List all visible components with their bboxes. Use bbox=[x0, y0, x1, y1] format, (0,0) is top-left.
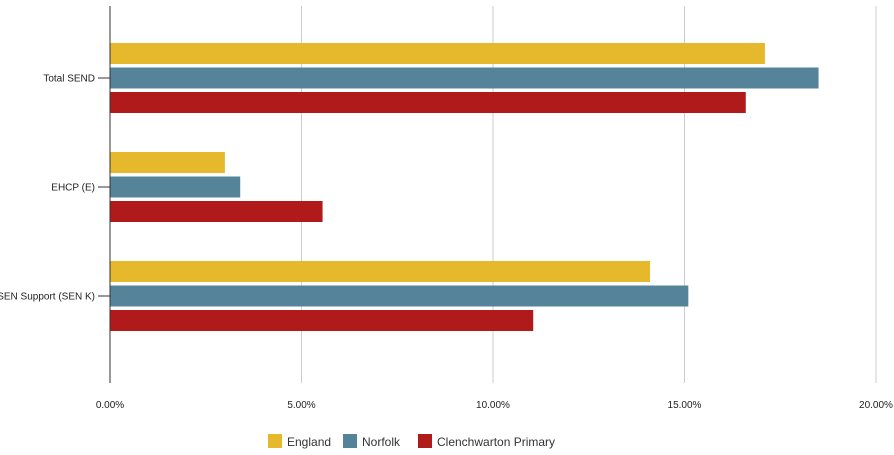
legend-swatch bbox=[418, 434, 432, 448]
legend[interactable]: England Norfolk Clenchwarton Primary bbox=[268, 434, 555, 449]
category-label: Total SEND bbox=[43, 74, 95, 85]
bars bbox=[110, 43, 819, 331]
x-tick-label: 10.00% bbox=[476, 400, 510, 411]
x-tick-label: 15.00% bbox=[668, 400, 702, 411]
bar-norfolk-2[interactable] bbox=[110, 285, 689, 307]
x-tick-label: 5.00% bbox=[287, 400, 315, 411]
bar-clenchwarton-primary-1[interactable] bbox=[110, 201, 323, 222]
bar-clenchwarton-primary-0[interactable] bbox=[110, 92, 746, 113]
x-tick-label: 0.00% bbox=[96, 400, 124, 411]
category-label: EHCP (E) bbox=[51, 183, 95, 194]
legend-swatch bbox=[343, 434, 357, 448]
legend-label: Norfolk bbox=[362, 435, 401, 449]
bar-england-0[interactable] bbox=[110, 43, 765, 64]
legend-item-clenchwarton-primary[interactable]: Clenchwarton Primary bbox=[418, 434, 555, 449]
bar-clenchwarton-primary-2[interactable] bbox=[110, 310, 534, 331]
category-label: SEN Support (SEN K) bbox=[0, 292, 95, 303]
bar-england-2[interactable] bbox=[110, 261, 651, 282]
legend-swatch bbox=[268, 434, 282, 448]
bar-england-1[interactable] bbox=[110, 152, 225, 173]
bar-norfolk-1[interactable] bbox=[110, 176, 241, 198]
axes: 0.00% 5.00% 10.00% 15.00% 20.00% Total SEND EH… bbox=[0, 6, 893, 411]
legend-item-england[interactable]: England bbox=[268, 434, 331, 449]
x-tick-label: 20.00% bbox=[859, 400, 893, 411]
bar-norfolk-0[interactable] bbox=[110, 67, 819, 89]
legend-label: Clenchwarton Primary bbox=[437, 435, 555, 449]
legend-item-norfolk[interactable]: Norfolk bbox=[343, 434, 401, 449]
legend-label: England bbox=[287, 435, 331, 449]
